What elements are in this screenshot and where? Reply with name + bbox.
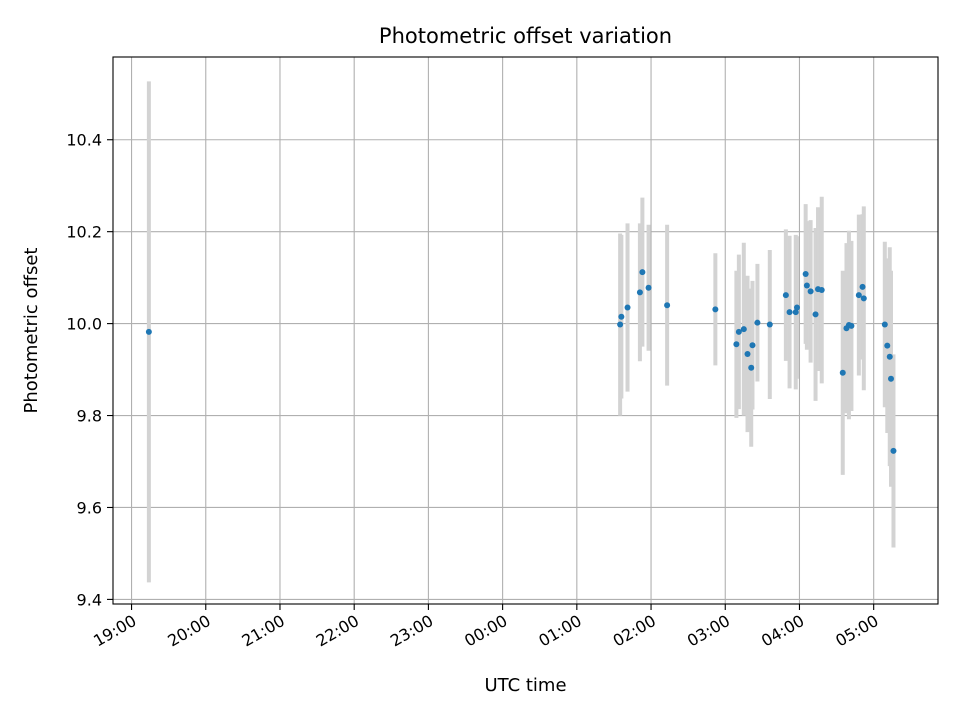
marker-layer: [145, 269, 897, 454]
data-point: [639, 269, 646, 276]
data-point: [712, 306, 719, 313]
data-point: [782, 292, 789, 299]
data-point: [802, 270, 809, 277]
chart-title: Photometric offset variation: [379, 24, 672, 48]
y-tick-label: 10.2: [66, 223, 102, 242]
data-point: [618, 313, 625, 320]
y-tick-label: 9.8: [77, 407, 102, 426]
data-point: [859, 283, 866, 290]
data-point: [624, 304, 631, 311]
data-point: [792, 309, 799, 316]
data-point: [793, 304, 800, 311]
data-point: [855, 292, 862, 299]
data-point: [890, 447, 897, 454]
data-point: [740, 326, 747, 333]
data-point: [839, 369, 846, 376]
data-point: [803, 282, 810, 289]
data-point: [881, 321, 888, 328]
y-tick-label: 9.6: [77, 498, 102, 517]
data-point: [807, 288, 814, 295]
data-point: [664, 302, 671, 309]
data-point: [145, 328, 152, 335]
grid-layer: [113, 57, 938, 604]
data-point: [733, 341, 740, 348]
data-point: [645, 284, 652, 291]
data-point: [860, 295, 867, 302]
data-point: [748, 364, 755, 371]
data-point: [818, 287, 825, 294]
plot-frame: [112, 56, 939, 605]
data-point: [848, 322, 855, 329]
data-point: [884, 342, 891, 349]
data-point: [617, 321, 624, 328]
data-point: [887, 375, 894, 382]
y-axis-label: Photometric offset: [21, 248, 42, 414]
data-point: [735, 328, 742, 335]
data-point: [744, 350, 751, 357]
data-point: [749, 342, 756, 349]
y-tick-label: 10.4: [66, 131, 102, 150]
x-axis-label: UTC time: [484, 675, 566, 696]
data-point: [766, 321, 773, 328]
y-tick-label: 10.0: [66, 315, 102, 334]
data-point: [812, 311, 819, 318]
data-point: [636, 289, 643, 296]
y-tick-label: 9.4: [77, 590, 102, 609]
data-point: [786, 309, 793, 316]
data-point: [754, 319, 761, 326]
data-point: [886, 353, 893, 360]
